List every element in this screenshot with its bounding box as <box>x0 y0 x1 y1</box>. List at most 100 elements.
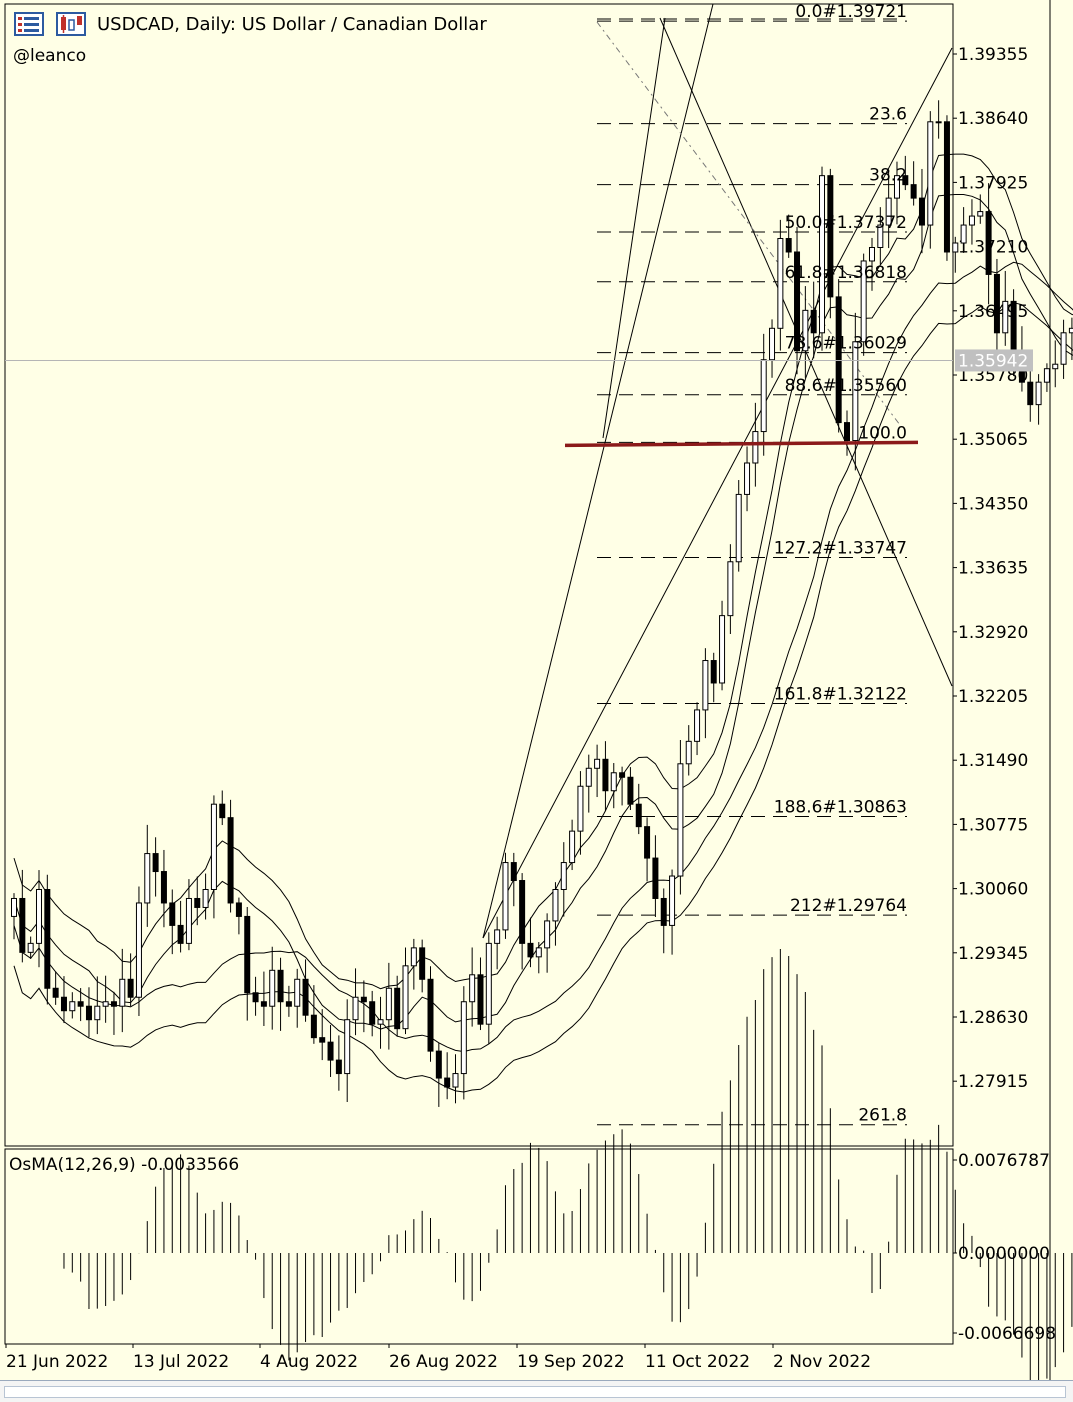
time-tick-label: 11 Oct 2022 <box>645 1352 750 1372</box>
bull-candle <box>1044 369 1049 382</box>
bear-candle <box>153 854 158 872</box>
bull-candle <box>869 247 874 260</box>
time-tick-label: 13 Jul 2022 <box>133 1352 229 1372</box>
bull-candle <box>686 741 691 763</box>
bull-candle <box>403 966 408 1029</box>
bear-candle <box>845 423 850 441</box>
osma-tick-label: 0.0000000 <box>958 1244 1050 1264</box>
bear-candle <box>78 1002 83 1006</box>
osma-label: OsMA(12,26,9) -0.0033566 <box>9 1155 239 1175</box>
bull-candle <box>295 979 300 1006</box>
fib-level-label: 127.2#1.33747 <box>774 539 907 559</box>
bear-candle <box>1011 301 1016 350</box>
bull-candle <box>778 239 783 329</box>
bull-candle <box>670 876 675 925</box>
bear-candle <box>603 759 608 790</box>
bull-candle <box>453 1074 458 1087</box>
bear-candle <box>653 858 658 898</box>
bear-candle <box>836 297 841 423</box>
bull-candle <box>28 943 33 952</box>
chart-bars-icon[interactable] <box>14 12 44 36</box>
bull-candle <box>953 243 958 252</box>
fib-level-label: 78.6#1.36029 <box>785 334 907 354</box>
fib-level-label: 161.8#1.32122 <box>774 684 907 704</box>
bull-candle <box>969 216 974 225</box>
bear-candle <box>253 993 258 1002</box>
bull-candle <box>470 975 475 1002</box>
price-tick-label: 1.33635 <box>958 559 1028 579</box>
bear-candle <box>395 988 400 1028</box>
price-tick-label: 1.36495 <box>958 302 1028 322</box>
bear-candle <box>220 804 225 817</box>
bull-candle <box>753 432 758 463</box>
time-tick-label: 21 Jun 2022 <box>6 1352 108 1372</box>
bear-candle <box>994 274 999 332</box>
bear-candle <box>178 925 183 943</box>
bear-candle <box>261 1002 266 1006</box>
bull-candle <box>545 921 550 948</box>
fib-level-label: 100.0 <box>858 423 907 443</box>
bear-candle <box>170 903 175 925</box>
chart-author: @leanco <box>13 46 86 66</box>
bull-candle <box>386 988 391 1019</box>
bull-candle <box>95 1006 100 1019</box>
time-tick-label: 2 Nov 2022 <box>773 1352 871 1372</box>
price-tick-label: 1.34350 <box>958 494 1028 514</box>
price-tick-label: 1.37210 <box>958 238 1028 258</box>
bear-candle <box>286 1002 291 1006</box>
bull-candle <box>703 661 708 710</box>
bear-candle <box>520 881 525 944</box>
bear-candle <box>445 1078 450 1087</box>
fib-level-label: 188.6#1.30863 <box>774 797 907 817</box>
bull-candle <box>978 212 983 216</box>
fib-level-label: 0.0#1.39721 <box>795 2 907 22</box>
time-tick-label: 26 Aug 2022 <box>389 1352 498 1372</box>
bull-candle <box>678 764 683 876</box>
bull-candle <box>695 710 700 741</box>
bear-candle <box>919 198 924 225</box>
bull-candle <box>203 889 208 907</box>
bull-candle <box>595 759 600 768</box>
osma-tick-label: -0.0066698 <box>958 1324 1056 1344</box>
bear-candle <box>811 310 816 332</box>
fib-level-label: 88.6#1.35560 <box>785 376 907 396</box>
bull-candle <box>1061 333 1066 364</box>
horizontal-scrollbar[interactable] <box>0 1380 1073 1402</box>
bull-candle <box>461 1002 466 1074</box>
bull-candle <box>586 768 591 786</box>
bull-candle <box>120 979 125 1006</box>
bull-candle <box>378 1020 383 1024</box>
bear-candle <box>1028 382 1033 404</box>
bear-candle <box>311 1015 316 1037</box>
price-tick-label: 1.39355 <box>958 45 1028 65</box>
bull-candle <box>353 997 358 1019</box>
bull-candle <box>495 930 500 943</box>
bull-candle <box>1053 364 1058 368</box>
bear-candle <box>420 948 425 979</box>
bull-candle <box>770 328 775 359</box>
bear-candle <box>228 818 233 903</box>
bull-candle <box>36 889 41 943</box>
bear-candle <box>944 122 949 252</box>
bear-candle <box>161 872 166 903</box>
bear-candle <box>195 898 200 907</box>
bull-candle <box>936 122 941 123</box>
bear-candle <box>361 997 366 1001</box>
bull-candle <box>1003 301 1008 332</box>
bull-candle <box>578 786 583 831</box>
price-tick-label: 1.31490 <box>958 751 1028 771</box>
time-tick-label: 19 Sep 2022 <box>517 1352 625 1372</box>
candles-icon[interactable] <box>56 12 86 36</box>
bull-candle <box>103 1002 108 1006</box>
price-tick-label: 1.28630 <box>958 1008 1028 1028</box>
bear-candle <box>20 898 25 952</box>
bear-candle <box>628 777 633 804</box>
bear-candle <box>370 1002 375 1024</box>
bull-candle <box>1036 382 1041 404</box>
bear-candle <box>636 804 641 826</box>
bear-candle <box>320 1038 325 1042</box>
bear-candle <box>645 827 650 858</box>
scrollbar-track[interactable] <box>4 1386 1066 1398</box>
bear-candle <box>236 903 241 916</box>
